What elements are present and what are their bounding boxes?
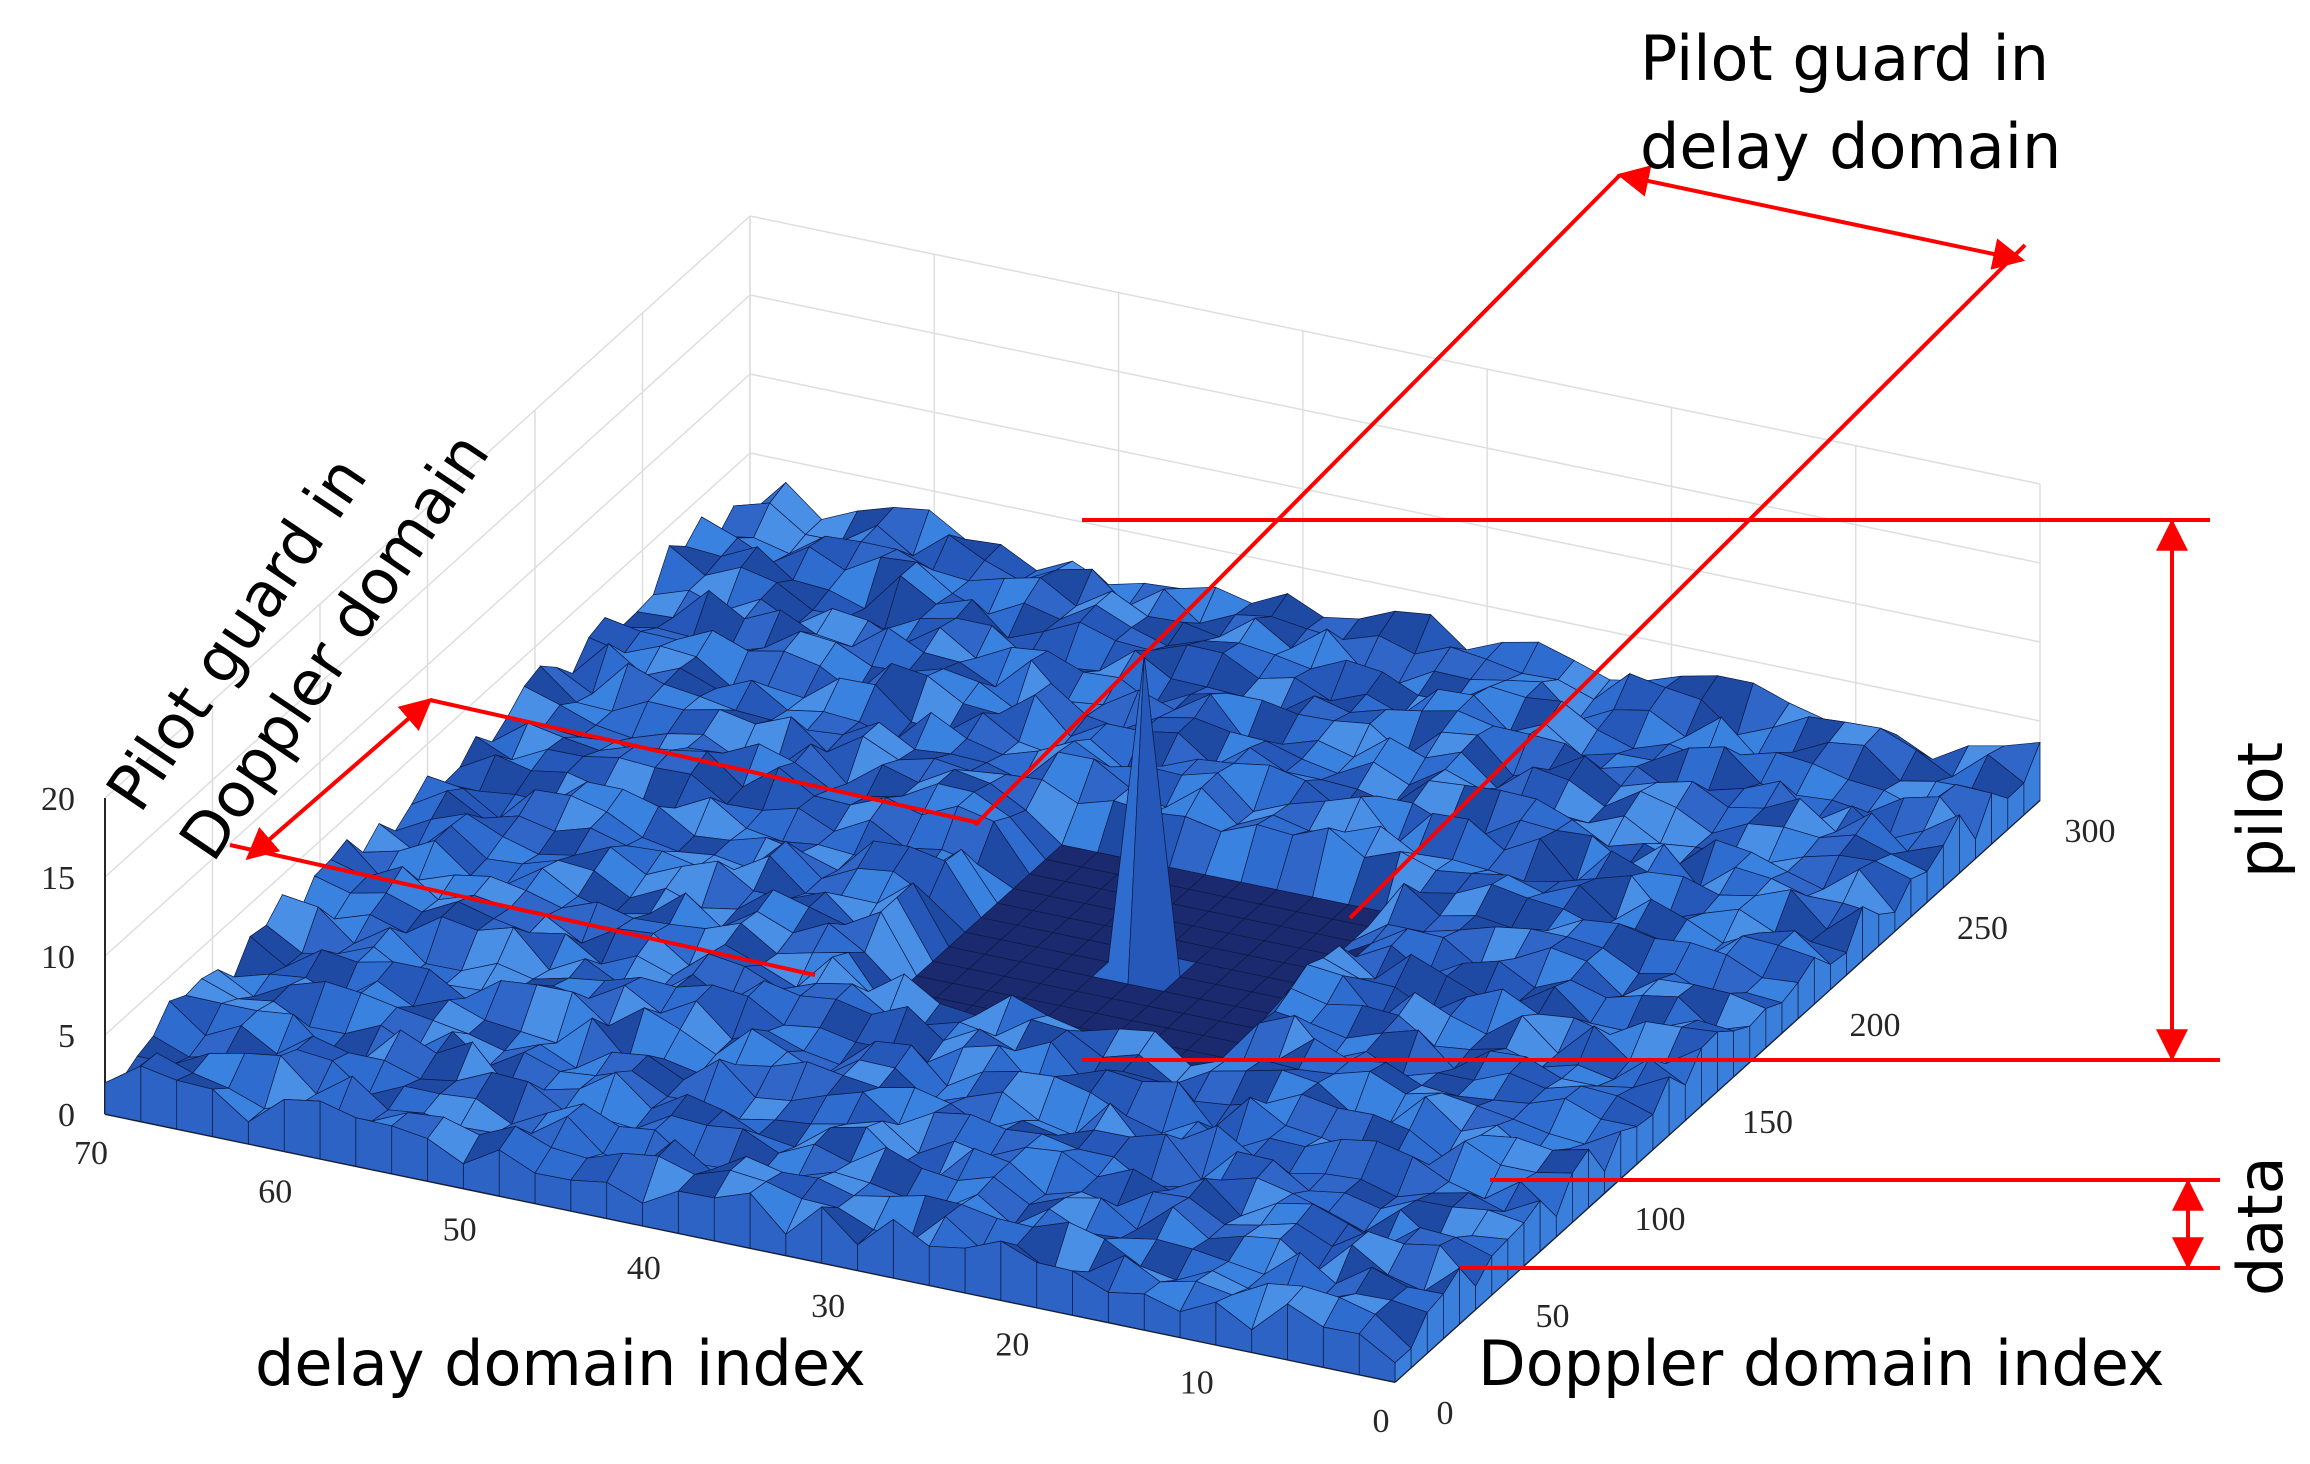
x-tick-label: 20 (995, 1326, 1029, 1363)
surface-facet (283, 1099, 321, 1160)
z-tick-label: 20 (41, 781, 75, 818)
delay-guard-label: Pilot guard in delay domain (1640, 22, 2061, 183)
surface-facet (2023, 742, 2041, 816)
grid-line (104, 215, 751, 799)
x-tick-label: 60 (258, 1173, 292, 1210)
grid-line (749, 215, 2041, 485)
grid-line (104, 373, 751, 957)
surface-facet (1813, 957, 1831, 1005)
delay-guard-leader (1348, 243, 2027, 920)
surface-facet (176, 1079, 213, 1137)
surface-facet (1862, 906, 1880, 961)
delay-guard-arrow (1616, 165, 2026, 270)
surface-facet (104, 1065, 142, 1122)
tick-labels: 0102030405060700501001502002503000510152… (41, 781, 2116, 1440)
doppler-guard-leader (429, 698, 981, 825)
surface-facet (1668, 1076, 1686, 1136)
y-axis-label: Doppler domain index (1478, 1327, 2164, 1400)
y-tick-label: 50 (1536, 1298, 1570, 1335)
data-label: data (2224, 1156, 2297, 1296)
surface-facet (1620, 1126, 1638, 1180)
surface-facet (1991, 792, 2009, 845)
x-tick-label: 10 (1180, 1365, 1214, 1402)
y-tick-label: 200 (1850, 1007, 1901, 1044)
z-tick-label: 10 (41, 939, 75, 976)
surface-facet (1878, 911, 1896, 947)
grid-line (749, 373, 2041, 643)
y-tick-label: 150 (1742, 1104, 1793, 1141)
surface-facet (677, 1190, 715, 1242)
x-tick-label: 0 (1373, 1403, 1390, 1440)
y-tick-label: 0 (1437, 1395, 1454, 1432)
surface-facet (928, 1245, 966, 1294)
z-tick-label: 15 (41, 860, 75, 897)
doppler-guard-arrow (245, 697, 433, 861)
z-tick-label: 5 (58, 1018, 75, 1055)
z-tick-label: 0 (58, 1097, 75, 1134)
surface-facet (1733, 1025, 1751, 1078)
surface-facet (713, 1192, 751, 1249)
y-tick-label: 250 (1957, 910, 2008, 947)
x-tick-label: 50 (443, 1212, 477, 1249)
x-tick-label: 70 (74, 1135, 108, 1172)
x-tick-label: 30 (811, 1288, 845, 1325)
x-tick-label: 40 (627, 1250, 661, 1287)
surface-facet (1036, 1262, 1073, 1316)
surface-facet (355, 1117, 393, 1175)
grid-line (104, 294, 751, 878)
x-axis-label: delay domain index (255, 1327, 866, 1400)
grid-line (749, 452, 2041, 722)
doppler-guard-leader (229, 843, 816, 977)
y-tick-label: 300 (2065, 813, 2116, 850)
surface-facet (1322, 1326, 1360, 1376)
surface-facet (964, 1240, 1002, 1301)
delay-guard-leader (973, 173, 1622, 827)
y-tick-label: 100 (1635, 1201, 1686, 1238)
pilot-label: pilot (2224, 742, 2297, 878)
